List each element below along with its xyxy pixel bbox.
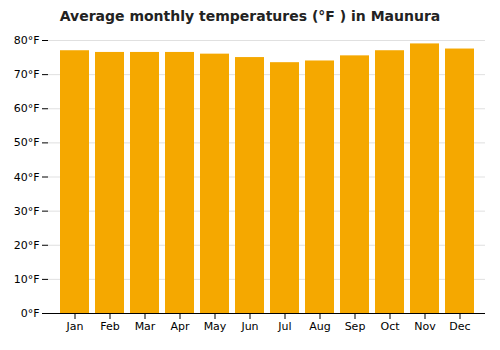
svg-text:Dec: Dec (449, 320, 470, 333)
svg-text:Nov: Nov (414, 320, 436, 333)
svg-text:Sep: Sep (345, 320, 366, 333)
svg-text:30°F: 30°F (14, 205, 40, 218)
html-text:Average monthly temperatures (: Average monthly temperatures (°F ) in Ma… (59, 8, 441, 24)
svg-text:50°F: 50°F (14, 136, 40, 149)
svg-text:Apr: Apr (170, 320, 190, 333)
svg-text:Jul: Jul (277, 320, 291, 333)
svg-text:Jan: Jan (66, 320, 84, 333)
svg-text:70°F: 70°F (14, 68, 40, 81)
svg-text:Oct: Oct (380, 320, 400, 333)
svg-text:80°F: 80°F (14, 34, 40, 47)
svg-text:0°F: 0°F (21, 307, 40, 320)
svg-text:Aug: Aug (309, 320, 330, 333)
svg-text:20°F: 20°F (14, 239, 40, 252)
svg-text:Jun: Jun (240, 320, 258, 333)
svg-text:60°F: 60°F (14, 102, 40, 115)
svg-text:Mar: Mar (135, 320, 156, 333)
svg-text:40°F: 40°F (14, 171, 40, 184)
svg-text:10°F: 10°F (14, 273, 40, 286)
svg-text:Feb: Feb (100, 320, 119, 333)
svg-text:May: May (204, 320, 227, 333)
